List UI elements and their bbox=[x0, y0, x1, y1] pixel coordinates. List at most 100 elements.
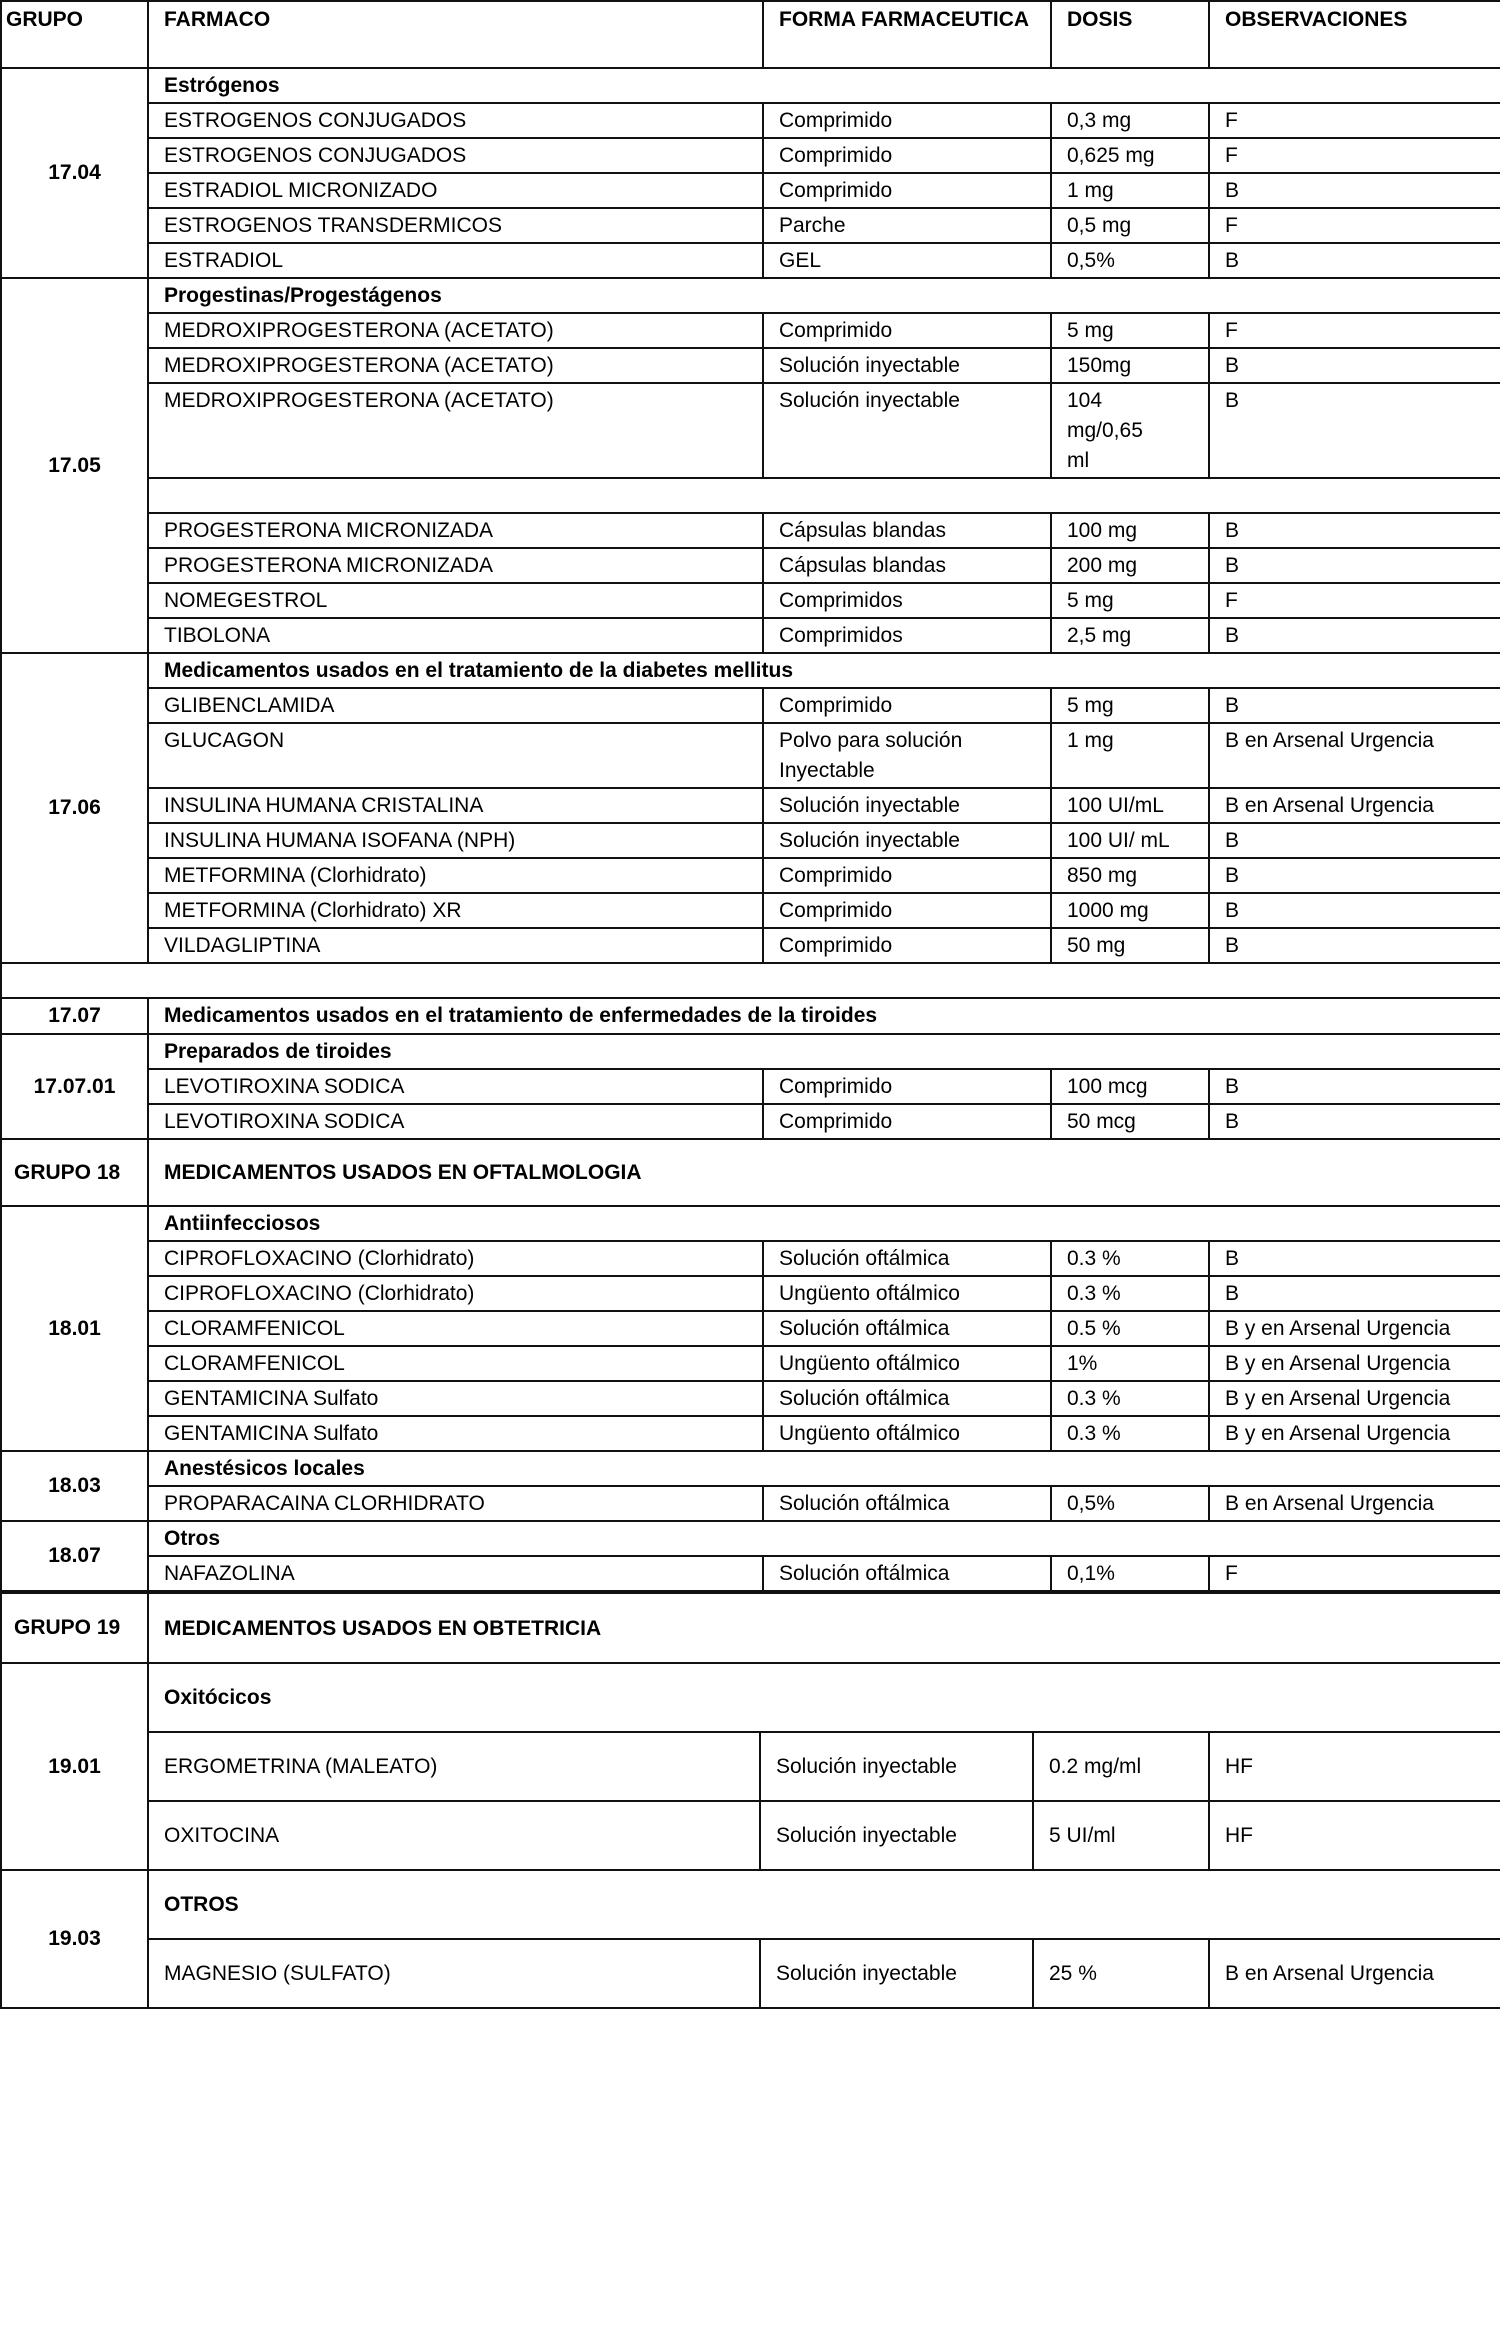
forma-cell: Comprimido bbox=[762, 1068, 1052, 1105]
farmaco-cell: VILDAGLIPTINA bbox=[147, 927, 764, 964]
forma-cell: Comprimido bbox=[762, 137, 1052, 174]
dosis-cell: 0.3 % bbox=[1050, 1415, 1210, 1452]
table-row: INSULINA HUMANA ISOFANA (NPH) Solución in… bbox=[1, 822, 1500, 859]
forma-cell: Comprimido bbox=[762, 892, 1052, 929]
section-title-row: 17.07.01 Preparados de tiroides bbox=[0, 1033, 1500, 1140]
subgroup-title: Estrógenos bbox=[147, 67, 1500, 104]
table-row: METFORMINA (Clorhidrato) XR Comprimido 100… bbox=[1, 892, 1500, 929]
observaciones-cell: B bbox=[1208, 927, 1500, 964]
dosis-cell: 2,5 mg bbox=[1050, 617, 1210, 654]
table-row: GENTAMICINA Sulfato Solución oftálmica 0.3… bbox=[1, 1380, 1500, 1417]
forma-cell: GEL bbox=[762, 242, 1052, 279]
section-title-row: GRUPO 19 MEDICAMENTOS USADOS EN OBTETRICI… bbox=[0, 1592, 1500, 1664]
forma-cell: Comprimidos bbox=[762, 582, 1052, 619]
table-row: PROGESTERONA MICRONIZADA Cápsulas blandas… bbox=[1, 547, 1500, 584]
observaciones-cell: B bbox=[1208, 172, 1500, 209]
forma-cell: Solución inyectable bbox=[762, 822, 1052, 859]
observaciones-cell: B en Arsenal Urgencia bbox=[1208, 722, 1500, 789]
dosis-cell: 5 UI/ml bbox=[1032, 1800, 1210, 1871]
forma-cell: Solución inyectable bbox=[762, 787, 1052, 824]
dosis-cell: 100 UI/mL bbox=[1050, 787, 1210, 824]
farmaco-cell: PROGESTERONA MICRONIZADA bbox=[147, 512, 764, 549]
observaciones-cell: B bbox=[1208, 1275, 1500, 1312]
observaciones-cell: B en Arsenal Urgencia bbox=[1207, 1938, 1500, 2009]
table-row: CLORAMFENICOL Ungüento oftálmico 1% B y en … bbox=[1, 1345, 1500, 1382]
subgroup-code: 18.01 bbox=[0, 1205, 149, 1452]
dosis-cell: 0,5% bbox=[1050, 1485, 1210, 1522]
table-row: ESTROGENOS TRANSDERMICOS Parche 0,5 mg F bbox=[1, 207, 1500, 244]
section-title-row: 17.06 Medicamentos usados en el tratamien… bbox=[0, 652, 1500, 964]
table-row: TIBOLONA Comprimidos 2,5 mg B bbox=[1, 617, 1500, 654]
table-row: CIPROFLOXACINO (Clorhidrato) Ungüento oft… bbox=[1, 1275, 1500, 1312]
forma-cell: Comprimido bbox=[762, 102, 1052, 139]
farmaco-cell: INSULINA HUMANA CRISTALINA bbox=[147, 787, 764, 824]
dosis-cell: 25 % bbox=[1032, 1938, 1210, 2009]
observaciones-cell: B bbox=[1208, 347, 1500, 384]
forma-cell: Parche bbox=[762, 207, 1052, 244]
table-row: LEVOTIROXINA SODICA Comprimido 50 mcg B bbox=[1, 1103, 1500, 1140]
farmaco-cell: CIPROFLOXACINO (Clorhidrato) bbox=[147, 1275, 764, 1312]
farmaco-cell: TIBOLONA bbox=[147, 617, 764, 654]
subgroup-code: 18.03 bbox=[0, 1450, 149, 1522]
section-title-row: 17.07 Medicamentos usados en el tratamien… bbox=[0, 997, 1500, 1035]
group-title: MEDICAMENTOS USADOS EN OBTETRICIA bbox=[146, 1592, 1500, 1664]
forma-cell: Polvo para solución Inyectable bbox=[762, 722, 1052, 789]
forma-cell: Solución inyectable bbox=[759, 1938, 1034, 2009]
forma-cell: Solución oftálmica bbox=[762, 1485, 1052, 1522]
forma-cell: Comprimido bbox=[762, 687, 1052, 724]
table-row: MEDROXIPROGESTERONA (ACETATO) Solución in… bbox=[1, 347, 1500, 384]
subgroup-title: Progestinas/Progestágenos bbox=[147, 277, 1500, 314]
table-row: GENTAMICINA Sulfato Ungüento oftálmico 0.3… bbox=[1, 1415, 1500, 1452]
observaciones-cell: F bbox=[1208, 582, 1500, 619]
dosis-cell: 0.3 % bbox=[1050, 1240, 1210, 1277]
dosis-cell: 100 UI/ mL bbox=[1050, 822, 1210, 859]
forma-cell: Solución inyectable bbox=[762, 382, 1052, 479]
forma-cell: Solución oftálmica bbox=[762, 1555, 1052, 1592]
section-title-row: 18.07 Otros bbox=[0, 1520, 1500, 1592]
observaciones-cell: HF bbox=[1207, 1731, 1500, 1802]
farmaco-cell: ESTROGENOS TRANSDERMICOS bbox=[147, 207, 764, 244]
farmaco-cell: METFORMINA (Clorhidrato) bbox=[147, 857, 764, 894]
farmaco-cell: ESTRADIOL bbox=[147, 242, 764, 279]
observaciones-cell: B bbox=[1208, 617, 1500, 654]
table-row: GLUCAGON Polvo para solución Inyectable 1 … bbox=[1, 722, 1500, 789]
table-row: OXITOCINA Solución inyectable 5 UI/ml HF bbox=[1, 1800, 1500, 1871]
observaciones-cell: F bbox=[1208, 1555, 1500, 1592]
observaciones-cell: B en Arsenal Urgencia bbox=[1208, 1485, 1500, 1522]
observaciones-cell: B y en Arsenal Urgencia bbox=[1208, 1310, 1500, 1347]
section-title-row: 19.01 Oxitócicos bbox=[0, 1662, 1500, 1871]
table-row: LEVOTIROXINA SODICA Comprimido 100 mcg B bbox=[1, 1068, 1500, 1105]
dosis-cell: 0,625 mg bbox=[1050, 137, 1210, 174]
dosis-cell: 5 mg bbox=[1050, 312, 1210, 349]
observaciones-cell: B bbox=[1208, 512, 1500, 549]
dosis-cell: 0,5% bbox=[1050, 242, 1210, 279]
subgroup-code: 17.06 bbox=[0, 652, 149, 964]
observaciones-cell: B bbox=[1208, 242, 1500, 279]
subgroup-title: Anestésicos locales bbox=[147, 1450, 1500, 1487]
forma-cell: Comprimido bbox=[762, 172, 1052, 209]
subgroup-title: Preparados de tiroides bbox=[147, 1033, 1500, 1070]
table-row: INSULINA HUMANA CRISTALINA Solución inyec… bbox=[1, 787, 1500, 824]
forma-cell: Comprimido bbox=[762, 857, 1052, 894]
dosis-cell: 0,1% bbox=[1050, 1555, 1210, 1592]
group-code: GRUPO 18 bbox=[0, 1138, 149, 1207]
table-row: ESTROGENOS CONJUGADOS Comprimido 0,625 mg F bbox=[1, 137, 1500, 174]
observaciones-cell: B bbox=[1208, 547, 1500, 584]
section-title-row: 18.03 Anestésicos locales bbox=[0, 1450, 1500, 1522]
farmaco-cell: PROGESTERONA MICRONIZADA bbox=[147, 547, 764, 584]
forma-cell: Comprimido bbox=[762, 1103, 1052, 1140]
subgroup-title: Medicamentos usados en el tratamiento de… bbox=[147, 997, 1500, 1035]
dosis-cell: 104 mg/0,65 ml bbox=[1050, 382, 1210, 479]
farmaco-cell: METFORMINA (Clorhidrato) XR bbox=[147, 892, 764, 929]
header-observaciones: OBSERVACIONES bbox=[1208, 0, 1500, 69]
table-row: ESTROGENOS CONJUGADOS Comprimido 0,3 mg F bbox=[1, 102, 1500, 139]
observaciones-cell: B bbox=[1208, 687, 1500, 724]
table-row: ESTRADIOL GEL 0,5% B bbox=[1, 242, 1500, 279]
observaciones-cell: B bbox=[1208, 1240, 1500, 1277]
farmaco-cell: MEDROXIPROGESTERONA (ACETATO) bbox=[147, 312, 764, 349]
subgroup-code: 17.07 bbox=[0, 997, 149, 1035]
dosis-cell: 850 mg bbox=[1050, 857, 1210, 894]
forma-cell: Comprimido bbox=[762, 927, 1052, 964]
section-title-row bbox=[1, 477, 1500, 514]
dosis-cell: 1% bbox=[1050, 1345, 1210, 1382]
